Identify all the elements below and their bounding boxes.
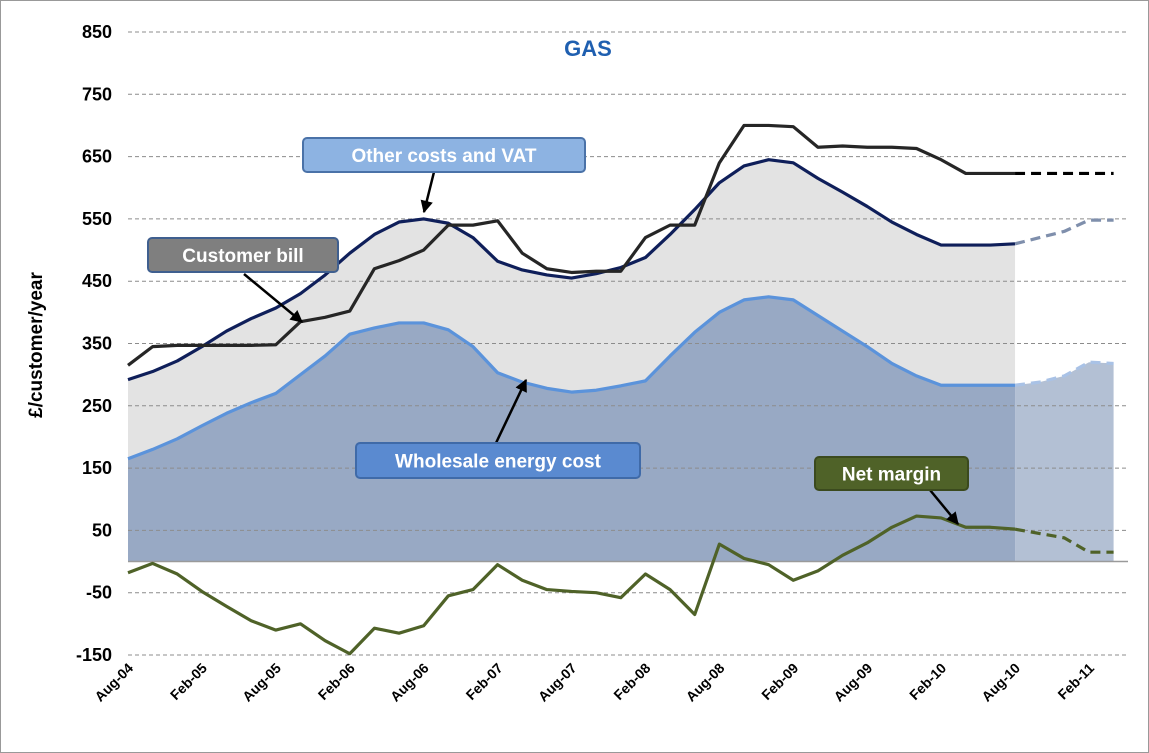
series-line (1014, 360, 1114, 387)
series-line (127, 295, 1016, 461)
annotation-box (814, 456, 969, 491)
annotation-label: Net margin (842, 465, 941, 486)
annotation-label: Other costs and VAT (351, 146, 536, 167)
y-tick-label: 850 (82, 22, 112, 42)
series-line (127, 123, 1016, 367)
annotation-label: Customer bill (182, 246, 303, 267)
y-axis-label: £/customer/year (26, 272, 47, 418)
y-tick-label: 350 (82, 334, 112, 354)
annotation-arrow (929, 489, 959, 525)
y-tick-label: 550 (82, 209, 112, 229)
y-tick-label: 750 (82, 84, 112, 104)
series-line (127, 158, 1016, 382)
y-tick-label: 450 (82, 271, 112, 291)
y-tick-label: -150 (76, 645, 112, 665)
y-tick-label: 50 (92, 520, 112, 540)
annotation-arrow (420, 171, 436, 214)
y-tick-label: -50 (86, 583, 112, 603)
series-line (1014, 527, 1114, 554)
annotation-arrow (494, 378, 528, 444)
y-tick-label: 250 (82, 396, 112, 416)
annotation-label: Wholesale energy cost (395, 452, 602, 473)
area (128, 296, 1016, 562)
series-line (127, 514, 1016, 656)
annotation-arrow (243, 273, 303, 323)
chart-title: GAS (564, 36, 612, 61)
annotation-box (147, 237, 339, 273)
annotation-box (302, 137, 586, 173)
y-tick-label: 150 (82, 458, 112, 478)
y-tick-label: 650 (82, 147, 112, 167)
series-line (1014, 218, 1114, 246)
annotation-box (355, 442, 641, 479)
area (1015, 362, 1114, 562)
